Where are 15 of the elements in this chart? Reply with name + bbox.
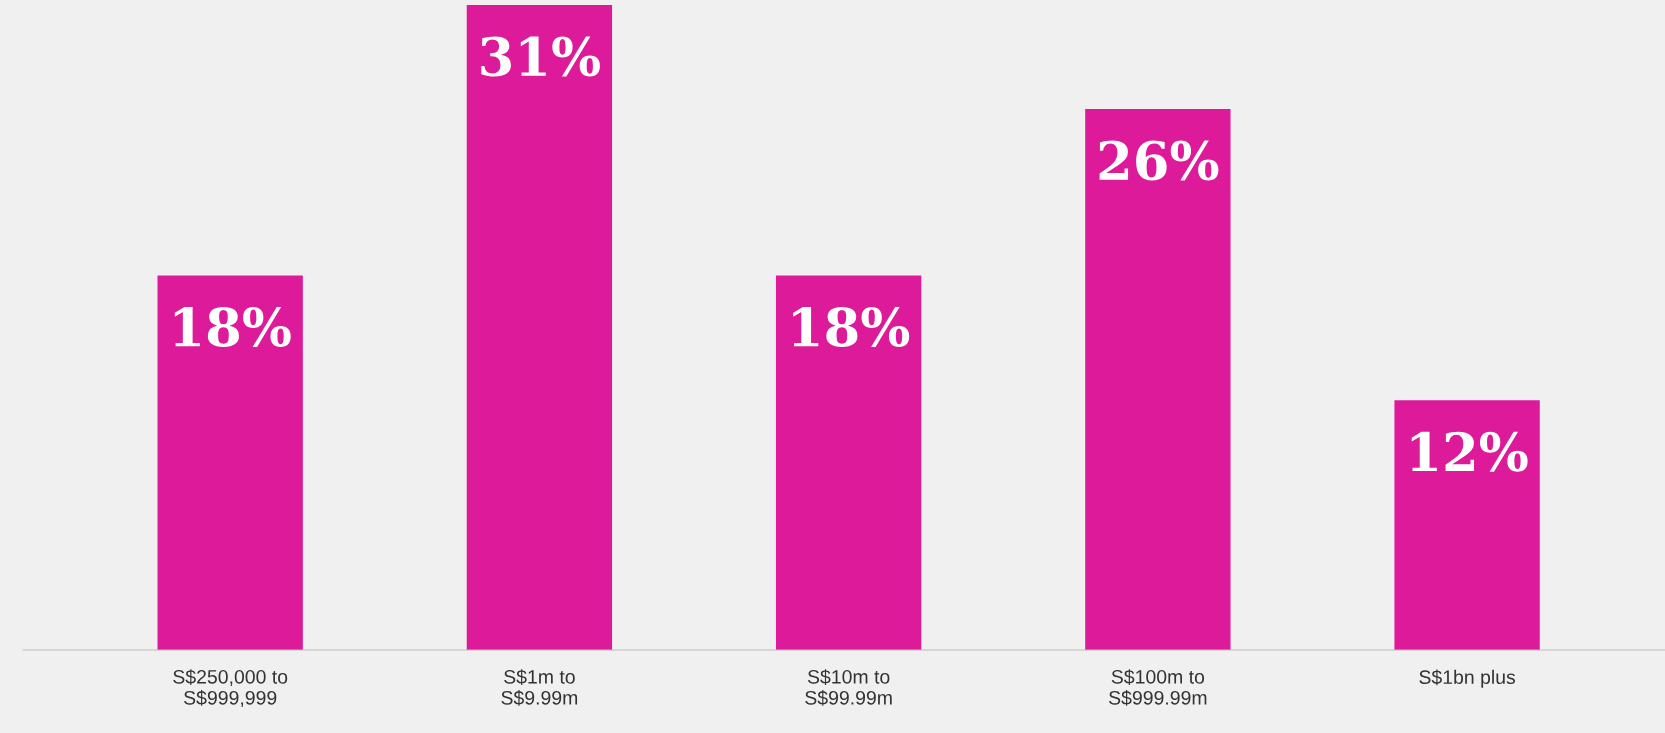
x-tick-label: S$1m to S$9.99m xyxy=(501,669,578,706)
x-tick-label: S$250,000 to S$999,999 xyxy=(173,669,288,707)
x-tick-label: S$10m to S$99.99m xyxy=(805,669,892,706)
data-label: 18% xyxy=(793,306,910,347)
data-label: 31% xyxy=(481,36,600,77)
data-label: 26% xyxy=(1099,140,1219,181)
bar xyxy=(157,275,303,650)
bar xyxy=(775,275,922,650)
data-label: 12% xyxy=(1411,431,1528,472)
bar xyxy=(1394,400,1540,650)
bar xyxy=(1085,109,1231,650)
bar xyxy=(466,5,613,650)
data-label: 18% xyxy=(174,306,291,347)
x-tick-label: S$1bn plus xyxy=(1419,669,1516,688)
x-tick-label: S$100m to S$999.99m xyxy=(1109,669,1207,706)
